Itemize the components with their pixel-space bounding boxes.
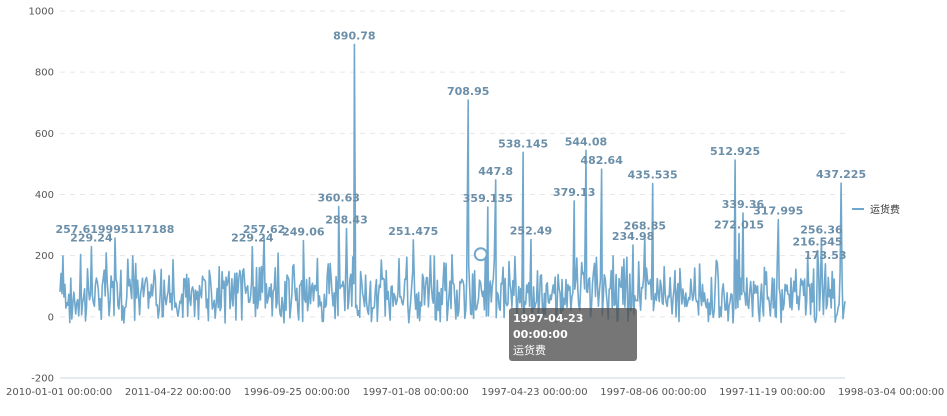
data-label: 544.08: [565, 135, 607, 148]
x-tick-label: 1997-01-08 00:00:00: [363, 387, 469, 398]
x-tick-label: 1997-08-06 00:00:00: [600, 387, 706, 398]
x-tick-label: 1997-11-19 00:00:00: [719, 387, 825, 398]
y-tick-label: 600: [35, 129, 54, 140]
data-label: 360.63: [317, 192, 359, 205]
data-label: 708.95: [447, 85, 489, 98]
tooltip-date: 1997-04-23 00:00:00: [513, 312, 584, 341]
data-label: 257.619995117188: [55, 223, 174, 236]
data-label: 890.78: [333, 29, 375, 42]
data-label: 435.535: [628, 169, 678, 182]
data-label: 379.13: [553, 186, 595, 199]
data-label: 268.85: [624, 220, 666, 233]
y-tick-label: 0: [48, 312, 54, 323]
legend[interactable]: 运货费: [852, 201, 900, 216]
data-label: 252.49: [510, 225, 552, 238]
tooltip: 1997-04-23 00:00:00 运货费 204.47: [509, 308, 637, 373]
y-tick-label: 200: [35, 251, 54, 262]
data-label: 272.015: [714, 219, 764, 232]
data-label: 482.64: [580, 154, 623, 167]
data-label: 288.43: [325, 214, 367, 227]
data-label: 437.225: [816, 168, 866, 181]
x-tick-label: 1996-09-25 00:00:00: [244, 387, 350, 398]
tooltip-series: 运货费: [513, 344, 546, 357]
data-label: 249.06: [282, 226, 325, 239]
data-label: 257.62: [243, 223, 285, 236]
y-tick-label: -200: [31, 374, 54, 385]
data-label: 512.925: [710, 145, 760, 158]
data-labels: 229.24257.619995117188229.24257.62249.06…: [55, 29, 866, 261]
x-tick-label: 1997-04-23 00:00:00: [481, 387, 587, 398]
x-tick-label: 2010-01-01 00:00:00: [6, 387, 112, 398]
series-line-group[interactable]: [59, 43, 846, 324]
data-label: 234.98: [612, 230, 654, 243]
data-label: 229.24: [231, 232, 274, 245]
data-label: 216.545: [792, 236, 842, 249]
x-axis: 2010-01-01 00:00:00 2011-04-22 00:00:00 19…: [6, 377, 944, 398]
highlight-marker: [473, 247, 488, 262]
y-tick-label: 400: [35, 190, 54, 201]
data-label: 447.8: [478, 165, 513, 178]
data-label: 251.475: [388, 225, 438, 238]
y-axis: -200 0 200 400 600 800 1000: [29, 7, 54, 385]
data-label: 359.135: [463, 192, 513, 205]
data-label: 256.36: [800, 223, 843, 236]
data-label: 317.995: [753, 205, 803, 218]
series-line[interactable]: [59, 43, 846, 324]
data-label: 339.36: [722, 198, 765, 211]
data-label: 229.24: [70, 232, 113, 245]
tooltip-value: 204.47: [513, 360, 552, 373]
legend-swatch: [852, 207, 864, 210]
highlight-point: [473, 247, 488, 262]
data-label: 538.145: [498, 137, 548, 150]
x-tick-label: 1998-03-04 00:00:00: [838, 387, 944, 398]
legend-label: 运货费: [870, 205, 900, 216]
grid-lines: [60, 10, 845, 379]
y-tick-label: 1000: [29, 7, 54, 18]
data-label: 173.53: [804, 249, 846, 262]
y-tick-label: 800: [35, 68, 54, 79]
x-tick-label: 2011-04-22 00:00:00: [125, 387, 231, 398]
